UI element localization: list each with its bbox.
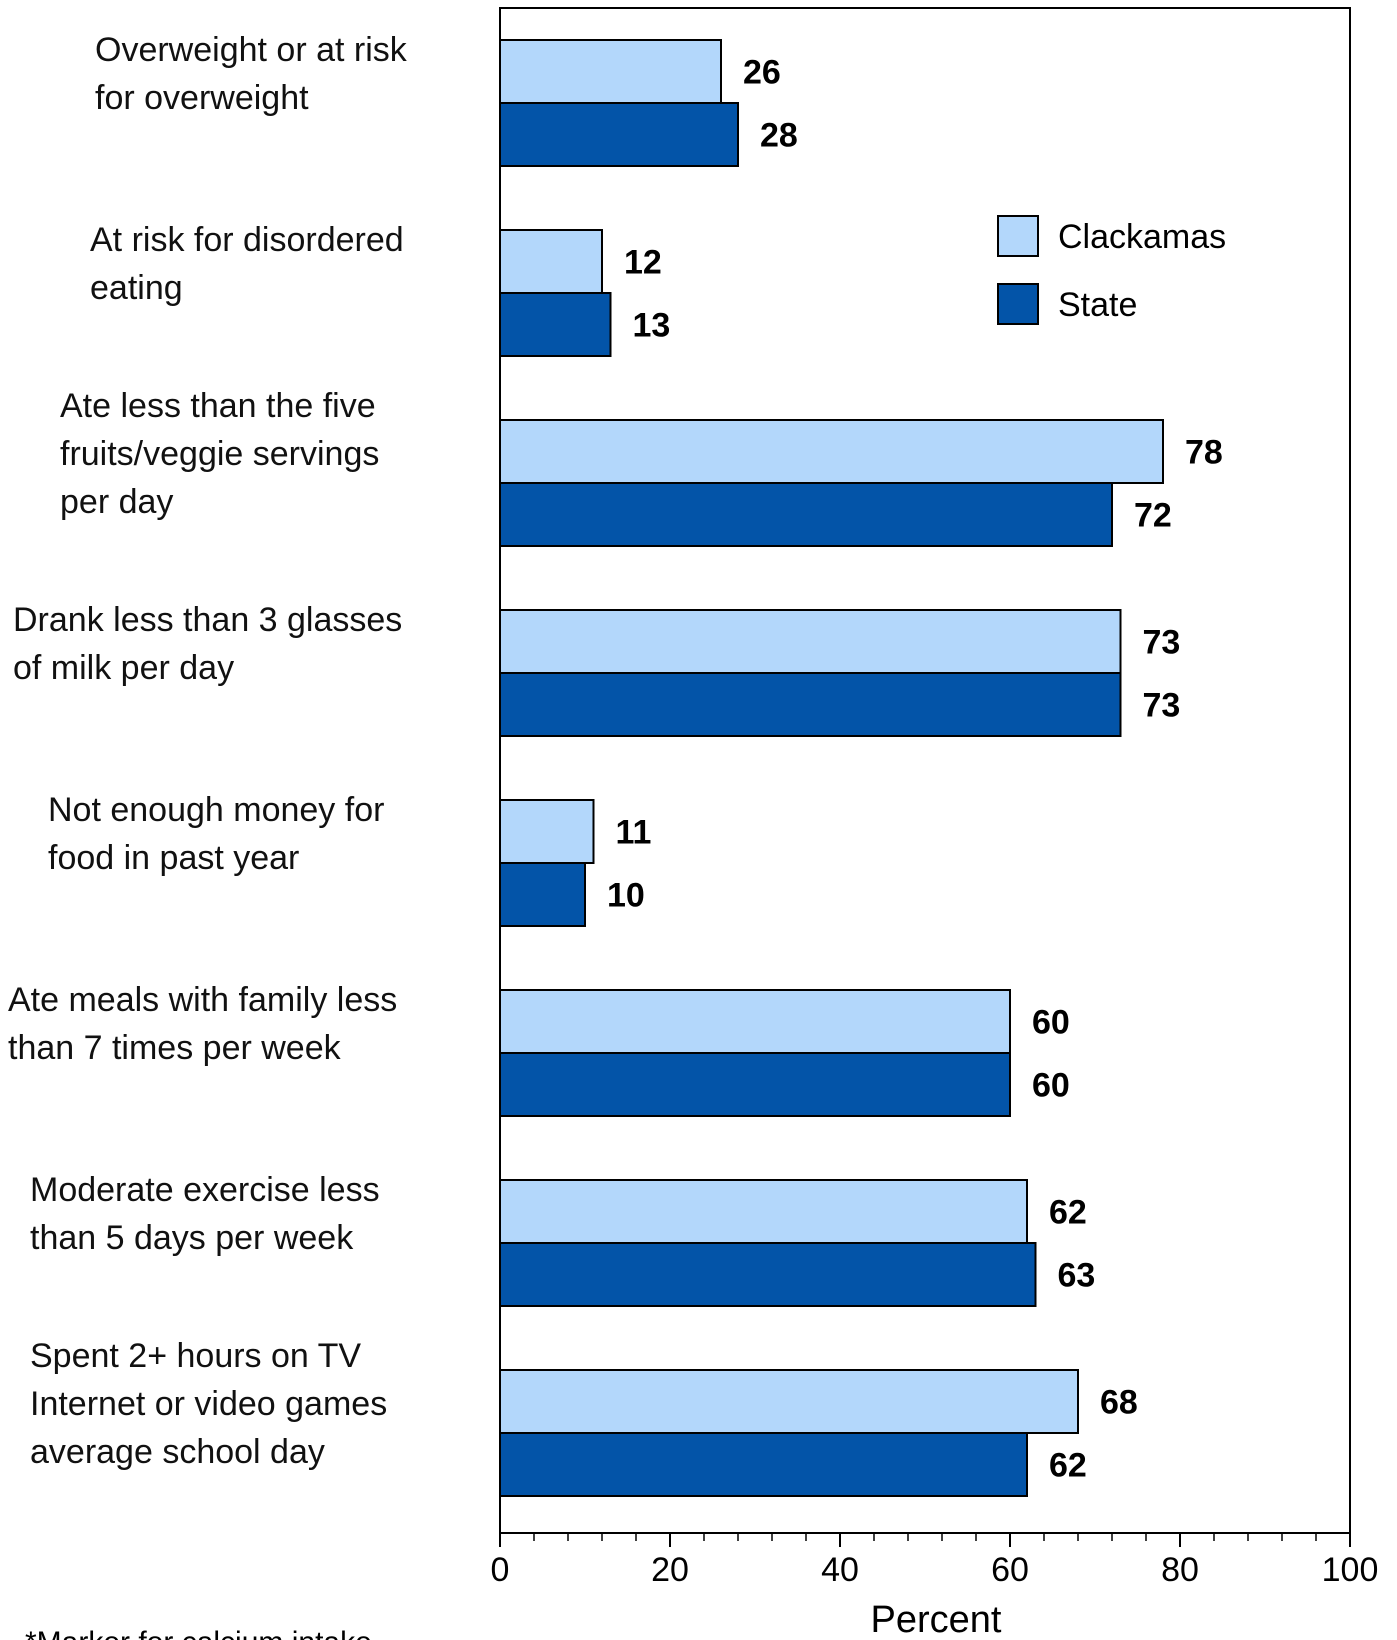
category-label-1-line-0: At risk for disordered xyxy=(90,221,404,259)
bar-clackamas-1 xyxy=(499,229,603,294)
bar-clackamas-7 xyxy=(499,1369,1079,1434)
legend-label-clackamas: Clackamas xyxy=(1058,218,1226,256)
category-label-3-line-0: Drank less than 3 glasses xyxy=(13,601,402,639)
category-labels: Overweight or at risk for overweight At ri… xyxy=(8,31,408,1471)
category-label-6-line-1: than 5 days per week xyxy=(30,1219,354,1257)
category-label-2-line-1: fruits/veggie servings xyxy=(60,435,379,473)
x-tick-label-100: 100 xyxy=(1322,1551,1379,1589)
x-tick-label-60: 60 xyxy=(991,1551,1029,1589)
value-label-clackamas-7: 68 xyxy=(1100,1384,1138,1422)
x-tick-label-0: 0 xyxy=(491,1551,510,1589)
category-label-0-line-0: Overweight or at risk xyxy=(95,31,408,69)
bar-clackamas-5 xyxy=(499,989,1011,1054)
bar-clackamas-0 xyxy=(499,39,722,104)
category-label-2-line-0: Ate less than the five xyxy=(60,387,376,425)
legend: Clackamas State xyxy=(997,215,1226,325)
footnote: *Marker for calcium intake xyxy=(25,1626,372,1640)
value-label-clackamas-2: 78 xyxy=(1185,434,1223,472)
category-label-4-line-0: Not enough money for xyxy=(48,791,384,829)
value-label-state-0: 28 xyxy=(760,117,798,155)
x-tick-label-40: 40 xyxy=(821,1551,859,1589)
value-label-clackamas-6: 62 xyxy=(1049,1194,1087,1232)
x-axis: 0 20 40 60 80 100 xyxy=(491,1533,1379,1589)
category-label-7-line-2: average school day xyxy=(30,1433,325,1471)
plot-frame xyxy=(499,7,1351,1534)
bars-layer: 26 28 12 13 78 72 73 73 11 10 60 60 62 63 68 62 xyxy=(499,39,1223,1497)
legend-swatch-clackamas xyxy=(997,215,1039,257)
value-label-state-1: 13 xyxy=(633,307,671,345)
value-label-state-2: 72 xyxy=(1134,497,1172,535)
bar-state-3 xyxy=(499,672,1122,737)
bar-state-4 xyxy=(499,862,586,927)
bar-state-7 xyxy=(499,1432,1028,1497)
bar-state-0 xyxy=(499,102,739,167)
bar-clackamas-4 xyxy=(499,799,595,864)
x-tick-label-20: 20 xyxy=(651,1551,689,1589)
category-label-4-line-1: food in past year xyxy=(48,839,299,877)
value-label-clackamas-0: 26 xyxy=(743,54,781,92)
x-axis-title: Percent xyxy=(871,1599,1002,1640)
bar-state-5 xyxy=(499,1052,1011,1117)
value-label-state-7: 62 xyxy=(1049,1447,1087,1485)
bar-state-2 xyxy=(499,482,1113,547)
value-label-state-4: 10 xyxy=(607,877,645,915)
bar-state-6 xyxy=(499,1242,1037,1307)
category-label-7-line-1: Internet or video games xyxy=(30,1385,387,1423)
bar-state-1 xyxy=(499,292,612,357)
category-label-2-line-2: per day xyxy=(60,483,173,521)
x-tick-label-80: 80 xyxy=(1161,1551,1199,1589)
value-label-state-5: 60 xyxy=(1032,1067,1070,1105)
category-label-3-line-1: of milk per day xyxy=(13,649,234,687)
category-label-7-line-0: Spent 2+ hours on TV xyxy=(30,1337,361,1375)
bar-clackamas-3 xyxy=(499,609,1122,674)
category-label-0-line-1: for overweight xyxy=(95,79,309,117)
value-label-clackamas-4: 11 xyxy=(616,814,652,852)
bar-clackamas-2 xyxy=(499,419,1164,484)
value-label-clackamas-1: 12 xyxy=(624,244,662,282)
value-label-clackamas-3: 73 xyxy=(1143,624,1181,662)
category-label-5-line-0: Ate meals with family less xyxy=(8,981,397,1019)
category-label-5-line-1: than 7 times per week xyxy=(8,1029,342,1067)
category-label-6-line-0: Moderate exercise less xyxy=(30,1171,380,1209)
value-label-clackamas-5: 60 xyxy=(1032,1004,1070,1042)
legend-swatch-state xyxy=(997,283,1039,325)
value-label-state-6: 63 xyxy=(1058,1257,1096,1295)
category-label-1-line-1: eating xyxy=(90,269,183,307)
bar-clackamas-6 xyxy=(499,1179,1028,1244)
legend-label-state: State xyxy=(1058,286,1137,324)
value-label-state-3: 73 xyxy=(1143,687,1181,725)
